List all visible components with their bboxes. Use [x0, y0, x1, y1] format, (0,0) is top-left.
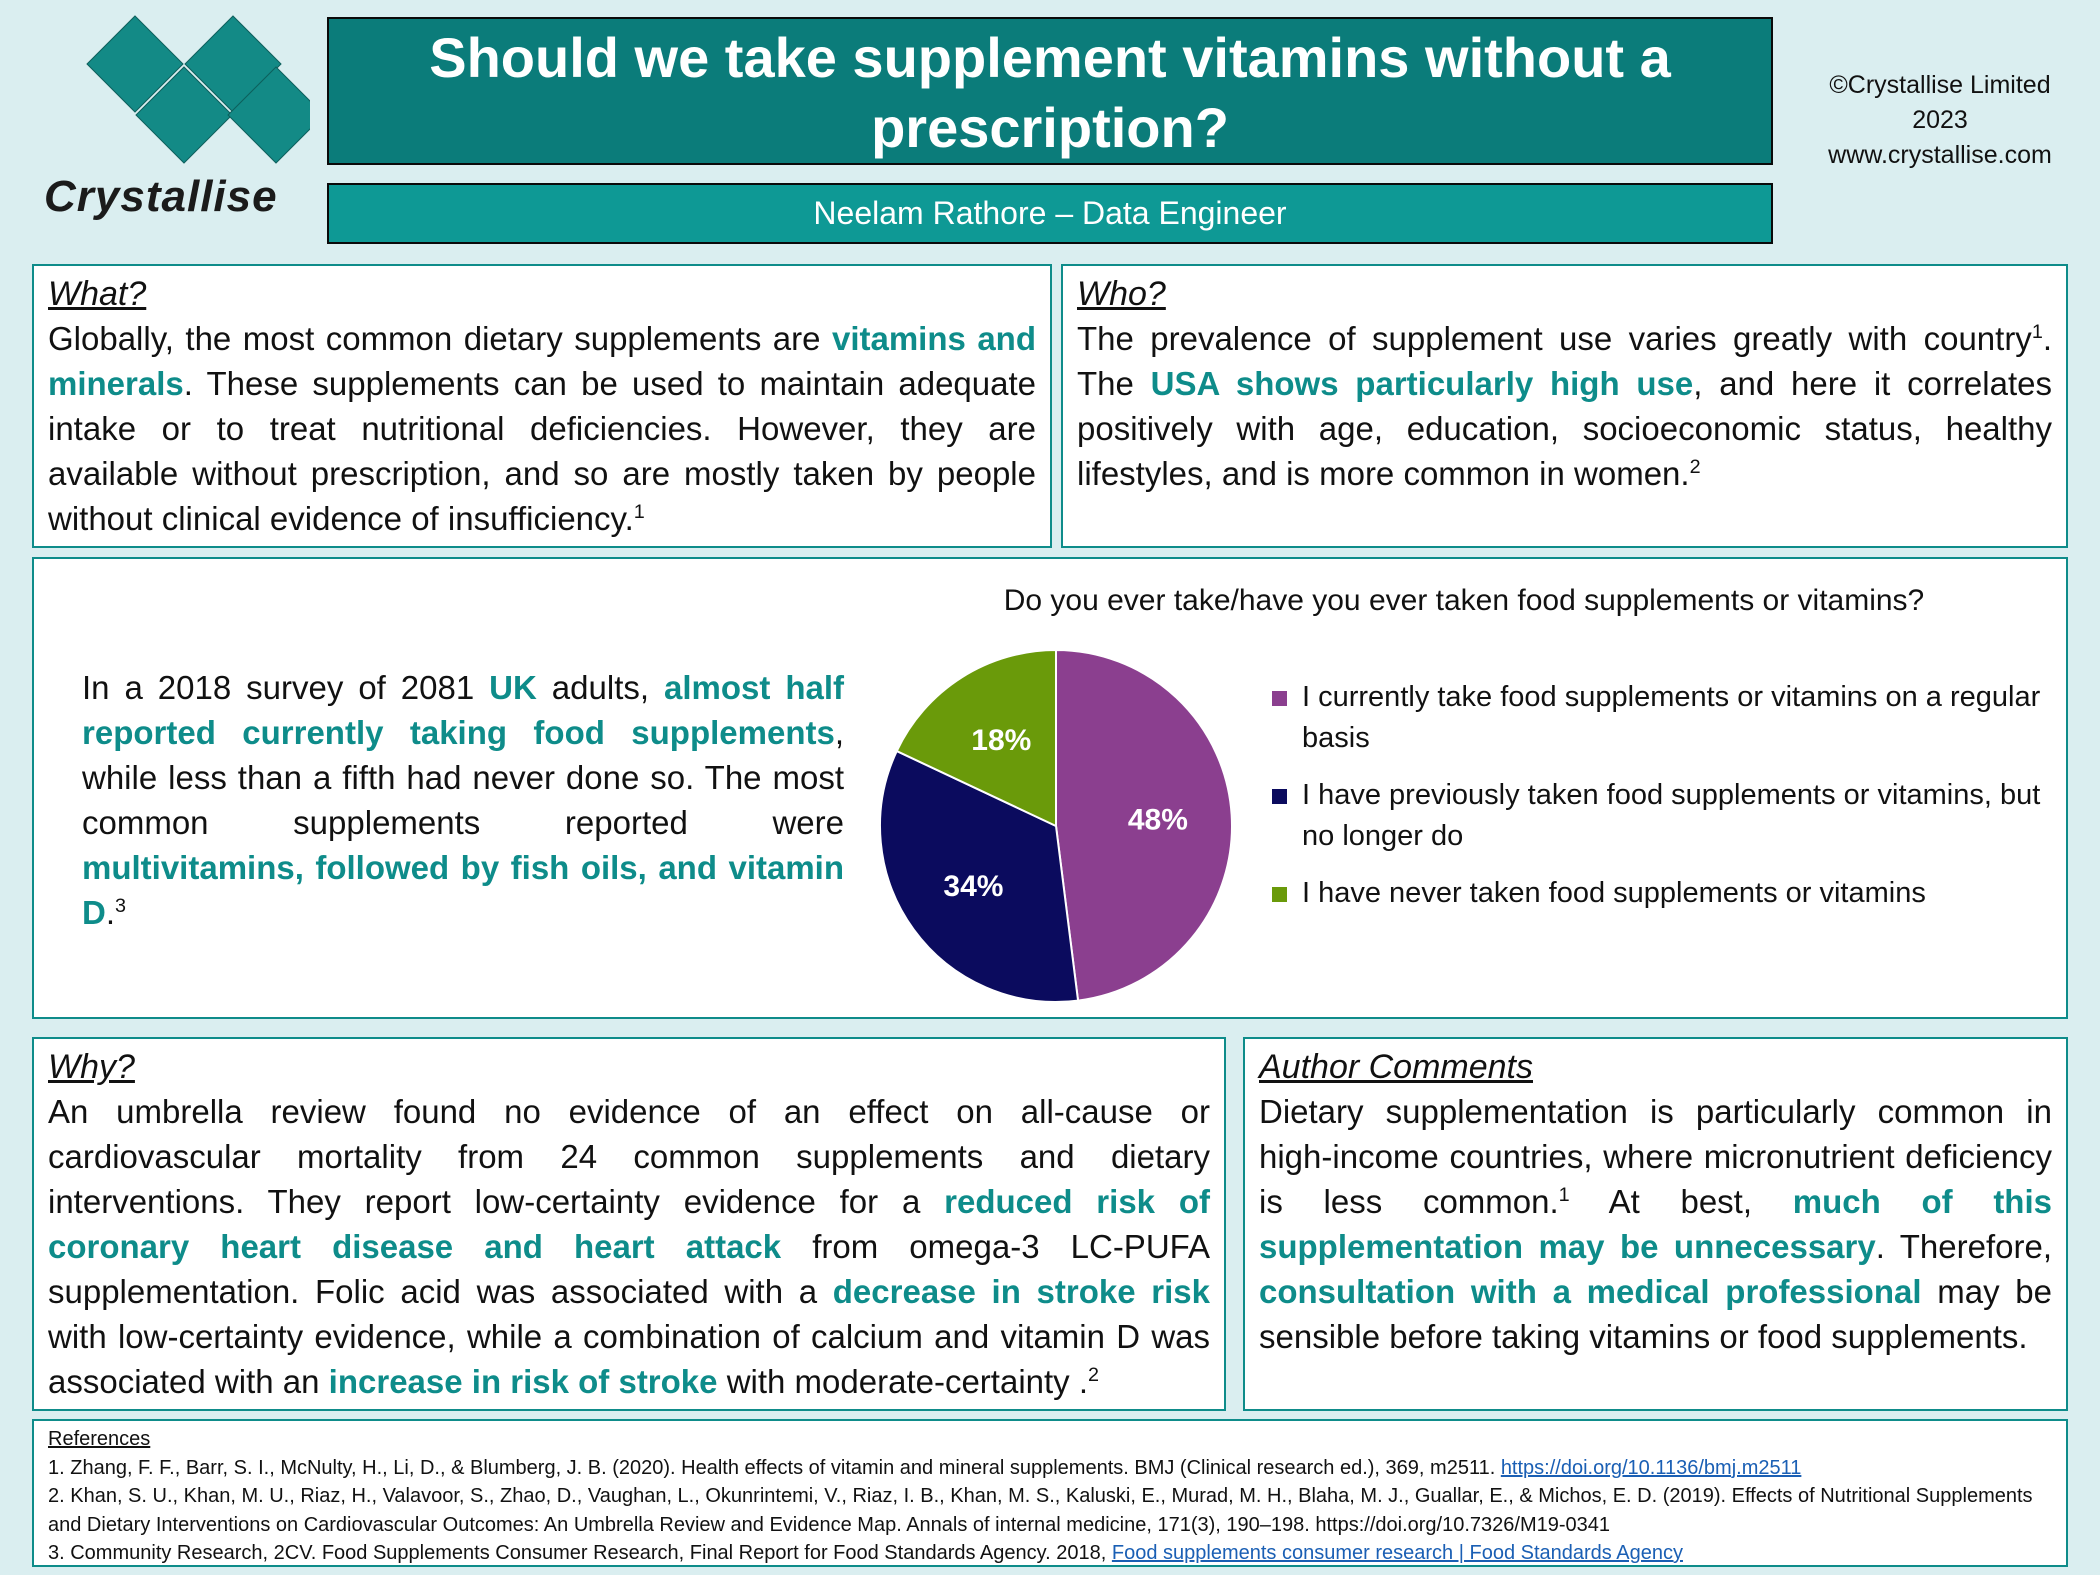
author-banner: Neelam Rathore – Data Engineer — [327, 183, 1773, 244]
legend-label-3: I have never taken food supplements or v… — [1302, 877, 1926, 909]
legend-label-1: I currently take food supplements or vit… — [1302, 681, 2041, 754]
pie-label-2: 34% — [943, 870, 1003, 903]
who-text: The prevalence of supplement use varies … — [1077, 320, 2052, 492]
pie-slice-1 — [1055, 648, 1233, 1002]
why-heading: Why? — [48, 1048, 135, 1086]
reference-3-link[interactable]: Food supplements consumer research | Foo… — [1111, 1542, 1683, 1564]
legend-item-2: I have previously taken food supplements… — [1264, 775, 2044, 857]
comments-text: Dietary supplementation is particularly … — [1259, 1093, 2052, 1355]
what-panel: What? Globally, the most common dietary … — [32, 264, 1052, 548]
legend-item-3: I have never taken food supplements or v… — [1264, 873, 2044, 914]
copyright-line-1: ©Crystallise Limited — [1829, 71, 2051, 99]
legend-swatch-3 — [1272, 887, 1287, 902]
pie-label-1: 48% — [1128, 804, 1188, 837]
title-line-2: prescription? — [871, 96, 1229, 159]
why-panel: Why? An umbrella review found no evidenc… — [32, 1037, 1226, 1411]
reference-1: 1. Zhang, F. F., Barr, S. I., McNulty, H… — [48, 1456, 1802, 1479]
reference-1-link[interactable]: https://doi.org/10.1136/bmj.m2511 — [1500, 1456, 1802, 1479]
legend-label-2: I have previously taken food supplements… — [1302, 779, 2041, 852]
author-comments-panel: Author Comments Dietary supplementation … — [1243, 1037, 2068, 1411]
copyright-website[interactable]: www.crystallise.com — [1828, 141, 2052, 169]
pie-slice-3 — [895, 648, 1057, 828]
why-text: An umbrella review found no evidence of … — [48, 1093, 1210, 1400]
comments-heading: Author Comments — [1259, 1048, 1533, 1086]
survey-text: In a 2018 survey of 2081 UK adults, almo… — [82, 669, 844, 931]
what-text: Globally, the most common dietary supple… — [48, 320, 1036, 537]
pie-chart: 48% 34% 18% — [879, 648, 1233, 1003]
reference-3: 3. Community Research, 2CV. Food Supplem… — [48, 1542, 1683, 1564]
chart-title: Do you ever take/have you ever taken foo… — [1003, 584, 1925, 617]
legend-swatch-2 — [1272, 789, 1287, 804]
survey-panel: In a 2018 survey of 2081 UK adults, almo… — [32, 557, 2068, 1019]
crystallise-logo-icon — [86, 15, 310, 164]
reference-2: 2. Khan, S. U., Khan, M. U., Riaz, H., V… — [48, 1485, 2033, 1536]
references-heading: References — [48, 1428, 151, 1450]
pie-label-3: 18% — [971, 724, 1031, 757]
who-panel: Who? The prevalence of supplement use va… — [1061, 264, 2068, 548]
legend-item-1: I currently take food supplements or vit… — [1264, 677, 2044, 759]
copyright-line-2: 2023 — [1912, 106, 1968, 134]
legend-swatch-1 — [1272, 691, 1287, 706]
what-heading: What? — [48, 275, 147, 313]
logo-wordmark: Crystallise — [44, 172, 278, 221]
page-title: Should we take supplement vitamins witho… — [327, 17, 1773, 165]
who-heading: Who? — [1077, 275, 1166, 313]
copyright-block: ©Crystallise Limited 2023 www.crystallis… — [1790, 68, 2090, 173]
title-line-1: Should we take supplement vitamins witho… — [429, 26, 1671, 89]
references-panel: References 1. Zhang, F. F., Barr, S. I.,… — [32, 1419, 2068, 1567]
